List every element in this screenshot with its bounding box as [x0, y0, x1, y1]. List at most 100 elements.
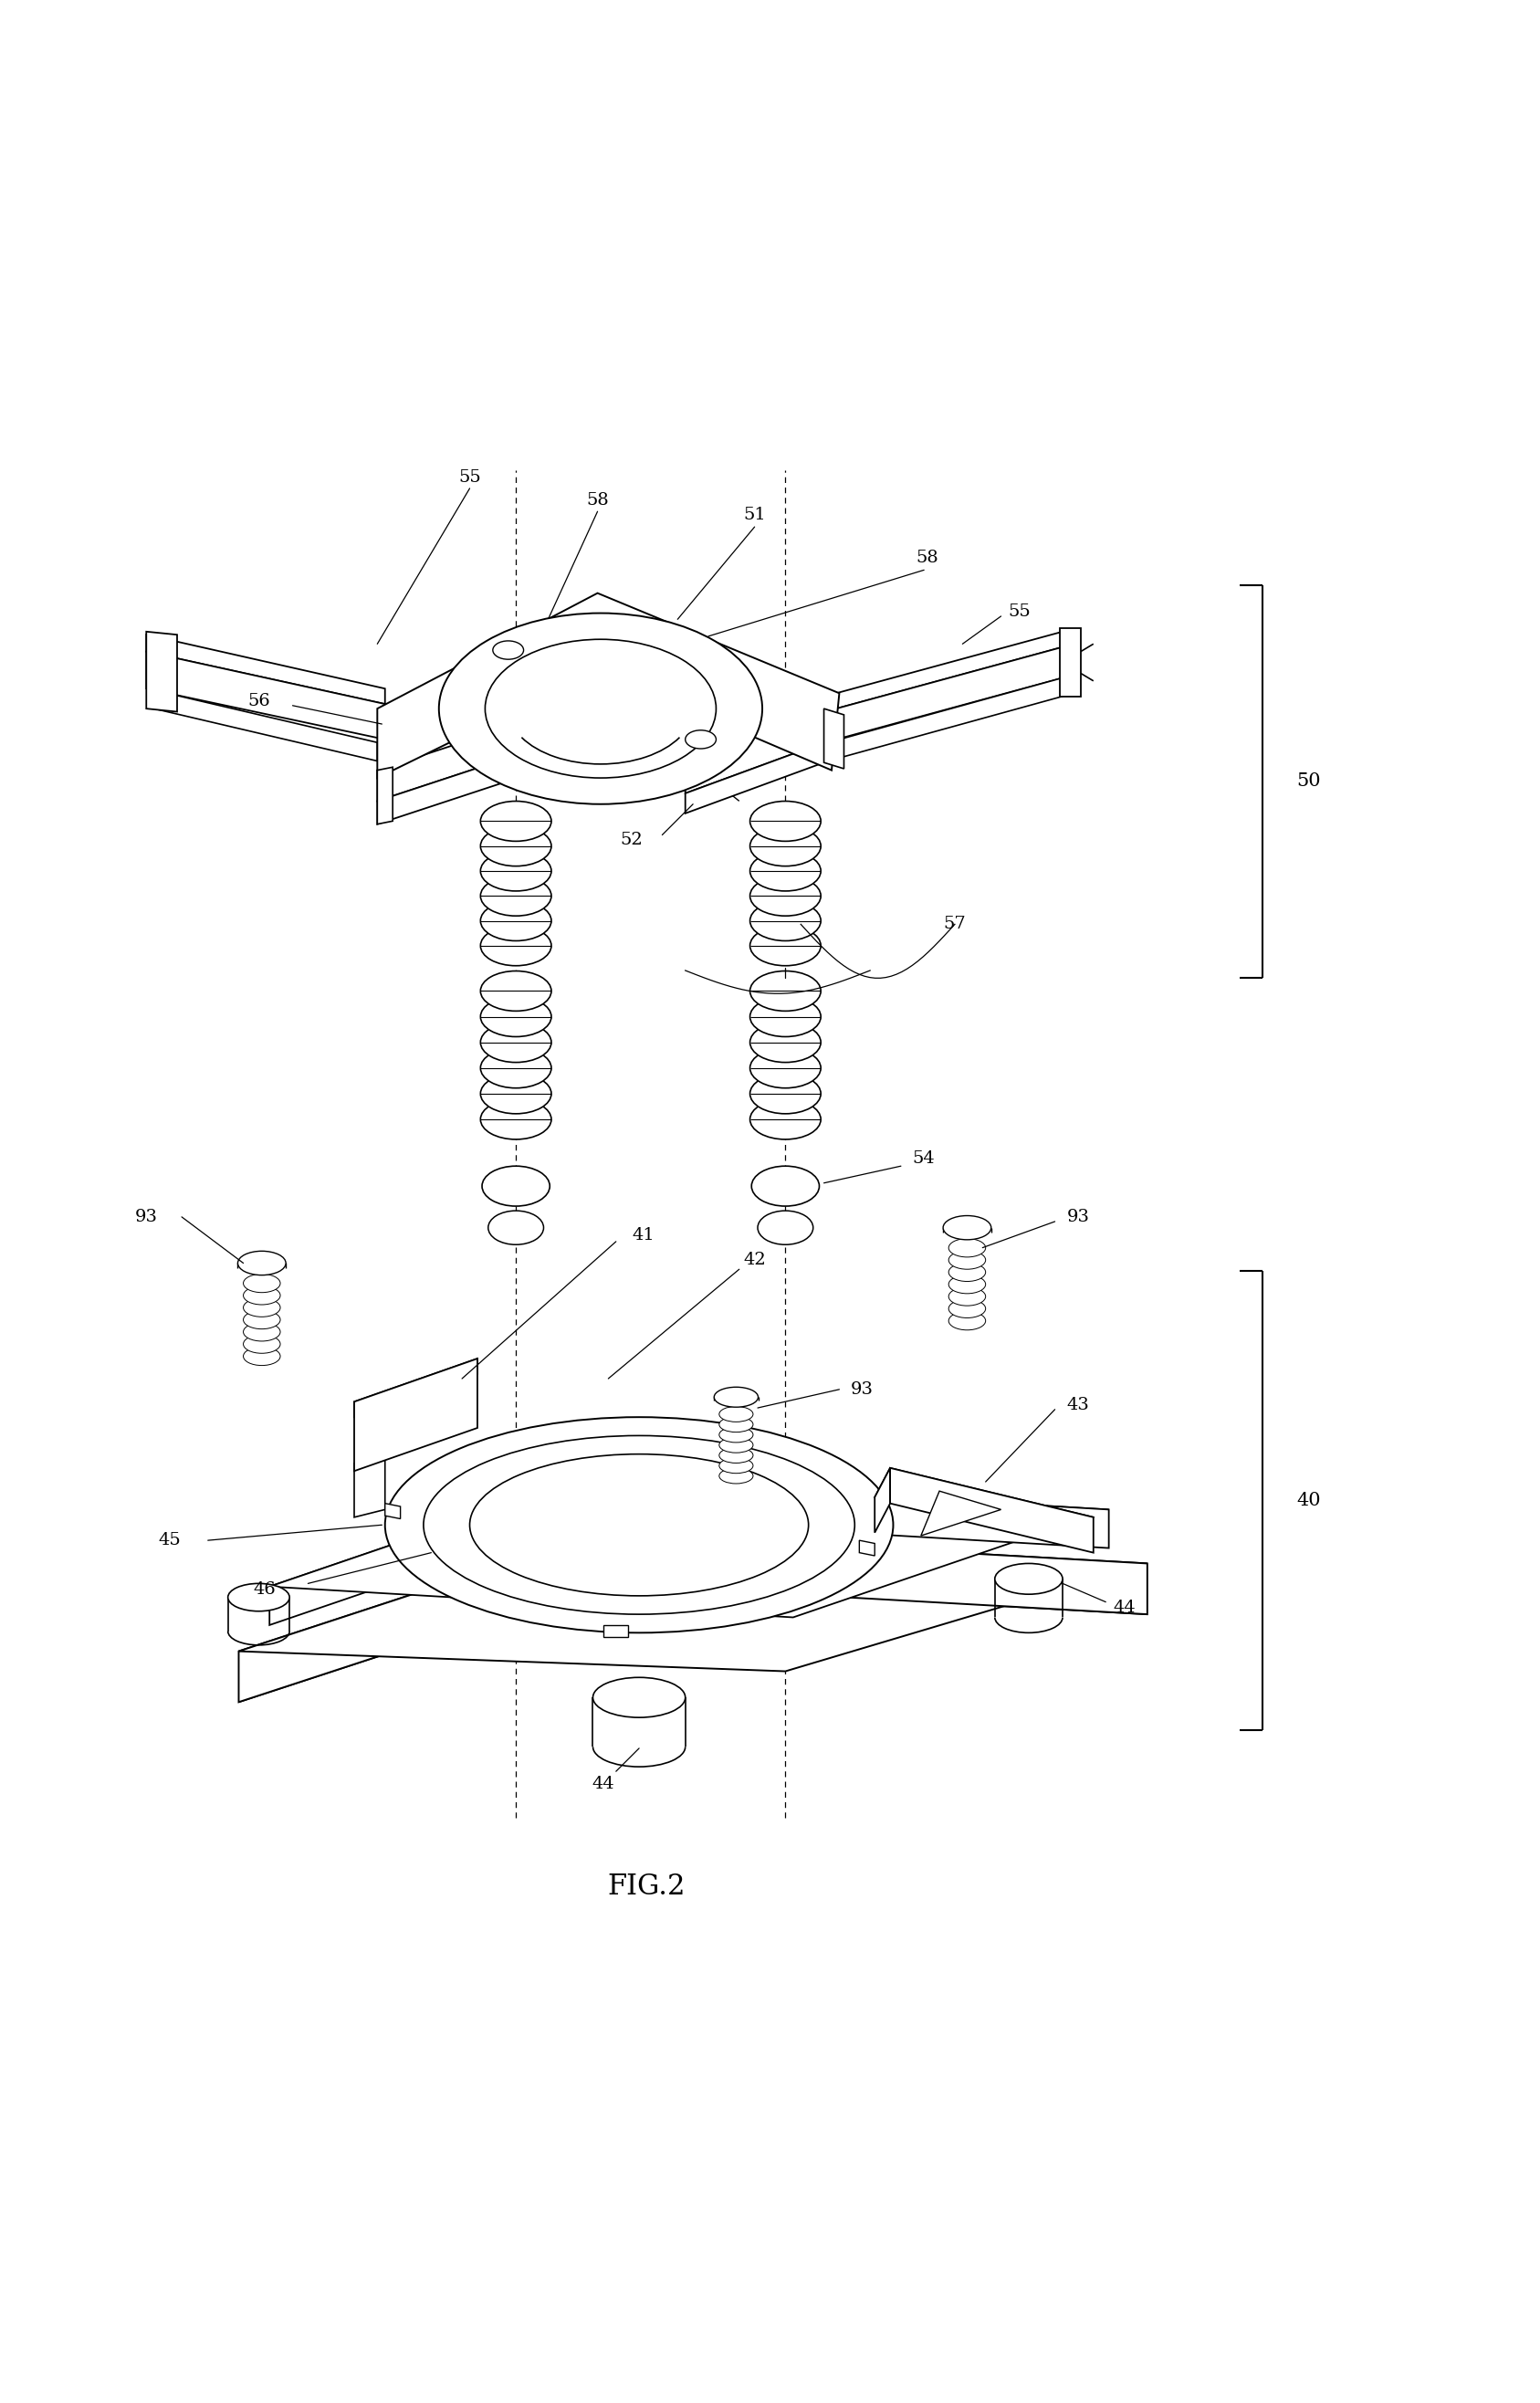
Ellipse shape — [439, 613, 762, 805]
Polygon shape — [890, 1468, 1093, 1552]
Ellipse shape — [480, 1021, 551, 1062]
Text: 45: 45 — [159, 1533, 180, 1548]
Ellipse shape — [480, 997, 551, 1036]
Ellipse shape — [949, 1238, 986, 1257]
Text: 41: 41 — [633, 1228, 654, 1245]
Polygon shape — [239, 1533, 601, 1701]
Ellipse shape — [480, 875, 551, 916]
Text: 40: 40 — [1297, 1492, 1321, 1509]
Ellipse shape — [758, 1211, 813, 1245]
Ellipse shape — [719, 1427, 753, 1442]
Ellipse shape — [750, 971, 821, 1012]
Ellipse shape — [470, 1454, 808, 1596]
Polygon shape — [146, 651, 385, 740]
Text: 43: 43 — [1067, 1396, 1089, 1413]
Ellipse shape — [480, 851, 551, 892]
Ellipse shape — [243, 1348, 280, 1365]
Polygon shape — [685, 743, 824, 812]
Text: 44: 44 — [593, 1776, 614, 1793]
Polygon shape — [1060, 630, 1081, 697]
Polygon shape — [836, 632, 1063, 709]
Polygon shape — [146, 634, 385, 704]
Polygon shape — [354, 1358, 477, 1418]
Ellipse shape — [949, 1300, 986, 1317]
Ellipse shape — [715, 1387, 758, 1408]
Polygon shape — [239, 1533, 1147, 1670]
Ellipse shape — [385, 1418, 893, 1632]
Text: 56: 56 — [248, 692, 270, 709]
Text: 93: 93 — [852, 1382, 873, 1399]
Text: 51: 51 — [744, 507, 765, 524]
Ellipse shape — [942, 1216, 992, 1240]
Polygon shape — [354, 1454, 385, 1516]
Ellipse shape — [750, 1021, 821, 1062]
Polygon shape — [839, 678, 1063, 757]
Ellipse shape — [719, 1447, 753, 1463]
Polygon shape — [377, 757, 508, 824]
Text: 52: 52 — [621, 831, 642, 848]
Text: 42: 42 — [744, 1252, 765, 1269]
Text: 93: 93 — [1067, 1209, 1089, 1226]
Text: 93: 93 — [136, 1209, 157, 1226]
Ellipse shape — [243, 1286, 280, 1305]
Ellipse shape — [949, 1252, 986, 1269]
Text: 57: 57 — [944, 916, 966, 932]
Ellipse shape — [750, 1098, 821, 1139]
Ellipse shape — [995, 1564, 1063, 1593]
Polygon shape — [585, 1478, 1109, 1548]
Ellipse shape — [480, 800, 551, 841]
Ellipse shape — [480, 971, 551, 1012]
Ellipse shape — [480, 1074, 551, 1113]
Ellipse shape — [243, 1298, 280, 1317]
Ellipse shape — [719, 1437, 753, 1454]
Polygon shape — [377, 594, 839, 779]
Ellipse shape — [752, 1165, 819, 1206]
Ellipse shape — [228, 1584, 290, 1610]
Text: 46: 46 — [254, 1581, 276, 1598]
Ellipse shape — [485, 639, 716, 779]
Ellipse shape — [750, 901, 821, 942]
Ellipse shape — [243, 1322, 280, 1341]
Ellipse shape — [243, 1274, 280, 1293]
Polygon shape — [146, 632, 177, 711]
Polygon shape — [859, 1540, 875, 1555]
Ellipse shape — [949, 1288, 986, 1305]
Ellipse shape — [480, 827, 551, 865]
Ellipse shape — [480, 901, 551, 942]
Ellipse shape — [424, 1435, 855, 1615]
Text: 58: 58 — [916, 550, 938, 565]
Polygon shape — [875, 1468, 890, 1533]
Polygon shape — [836, 646, 1063, 740]
Ellipse shape — [237, 1252, 286, 1276]
Text: 44: 44 — [1113, 1600, 1135, 1617]
Polygon shape — [385, 1504, 400, 1519]
Ellipse shape — [750, 800, 821, 841]
Ellipse shape — [750, 875, 821, 916]
Text: 50: 50 — [1297, 771, 1321, 791]
Ellipse shape — [750, 851, 821, 892]
Ellipse shape — [685, 731, 716, 750]
Ellipse shape — [750, 827, 821, 865]
Ellipse shape — [480, 925, 551, 966]
Ellipse shape — [593, 1677, 685, 1718]
Polygon shape — [601, 1533, 1147, 1615]
Ellipse shape — [488, 1211, 544, 1245]
Polygon shape — [377, 767, 393, 824]
Text: 58: 58 — [587, 493, 608, 509]
Polygon shape — [269, 1478, 1109, 1617]
Ellipse shape — [750, 925, 821, 966]
Ellipse shape — [243, 1334, 280, 1353]
Ellipse shape — [719, 1459, 753, 1473]
Text: 54: 54 — [913, 1151, 935, 1165]
Text: 55: 55 — [1009, 603, 1030, 620]
Polygon shape — [354, 1358, 477, 1471]
Ellipse shape — [480, 1098, 551, 1139]
Ellipse shape — [243, 1310, 280, 1329]
Polygon shape — [685, 711, 824, 793]
Ellipse shape — [750, 1074, 821, 1113]
Ellipse shape — [949, 1276, 986, 1293]
Polygon shape — [875, 1468, 1093, 1548]
Polygon shape — [824, 709, 844, 769]
Ellipse shape — [719, 1468, 753, 1483]
Ellipse shape — [719, 1418, 753, 1432]
